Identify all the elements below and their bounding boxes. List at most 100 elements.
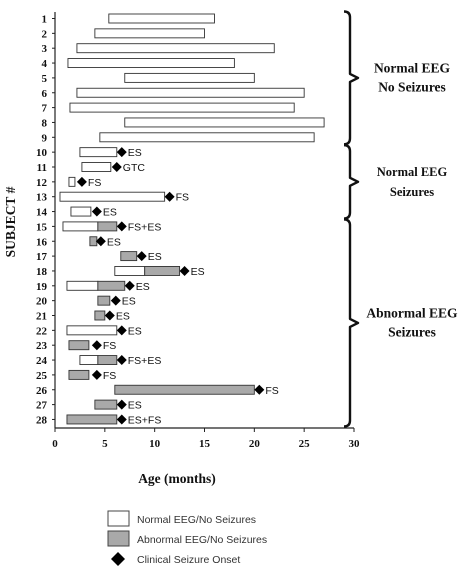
group-labels: Normal EEG No Seizures Normal EEG Seizures A… [366,60,458,339]
seizure-type-label: FS+ES [128,221,162,233]
abnormal-eeg-bar [97,221,118,232]
normal-eeg-bar [70,206,92,217]
y-tick-label: 19 [36,281,48,293]
y-tick-label: 17 [36,251,48,263]
y-tick-label: 7 [42,103,48,115]
seizure-onset-marker [91,340,102,351]
group-label-line: Seizures [388,324,436,339]
seizure-onset-marker [110,295,121,306]
normal-eeg-bar [81,162,112,172]
abnormal-eeg-bar [97,355,118,365]
y-tick-label: 21 [36,311,47,323]
abnormal-eeg-bar [114,384,255,395]
y-tick-label: 24 [36,355,48,367]
x-axis-title: Age (months) [138,471,216,486]
seizure-type-label: FS+ES [128,355,162,367]
seizure-onset-marker [95,236,106,247]
y-tick-label: 15 [36,221,48,233]
abnormal-eeg-bar [120,251,138,262]
y-tick-label: 11 [37,162,47,174]
seizure-onset-marker [116,147,127,158]
group-bracket [343,143,360,220]
y-tick-label: 26 [36,385,48,397]
y-tick-label: 23 [36,340,48,352]
x-tick-labels: 0 5 10 15 20 25 30 [52,428,360,450]
seizure-type-label: GTC [123,162,146,174]
abnormal-eeg-bar [94,399,118,410]
normal-eeg-bar [124,72,255,83]
x-tick-label: 0 [52,438,58,450]
seizure-onset-marker [116,414,127,425]
y-tick-label: 10 [36,147,48,159]
seizure-type-label: ES [128,400,142,412]
seizure-type-label: ES [107,236,121,248]
group-label-line: Normal EEG [377,165,448,179]
y-tick-label: 8 [42,117,48,129]
normal-eeg-bar [66,280,99,291]
seizure-type-label: FS [103,340,116,352]
normal-eeg-bar [59,191,166,202]
seizure-type-label: ES+FS [128,414,162,426]
y-tick-label: 6 [42,88,48,100]
y-tick-label: 28 [36,414,48,426]
normal-eeg-bar [68,176,76,187]
legend-label: Normal EEG/No Seizures [137,514,256,526]
group-label-line: Abnormal EEG [366,305,458,320]
seizure-onset-marker [116,325,127,336]
normal-eeg-bar [76,43,275,54]
seizure-onset-marker [116,399,127,410]
normal-eeg-bar [79,147,118,158]
y-tick-label: 4 [42,58,48,70]
seizure-type-label: ES [122,296,136,308]
y-tick-labels: 1234567891011121314151617181920212223242… [36,14,55,426]
y-tick-label: 3 [42,43,48,55]
y-tick-label: 9 [42,132,48,144]
normal-eeg-bar [67,58,235,68]
abnormal-eeg-bar [68,369,90,380]
seizure-onset-marker [116,355,127,366]
seizure-type-label: FS [88,177,101,189]
y-tick-label: 1 [42,14,48,26]
group-brackets [343,10,360,428]
seizure-type-label: FS [176,192,189,204]
seizure-type-label: ES [148,251,162,263]
seizure-onset-marker [111,162,122,172]
y-tick-label: 13 [36,192,48,204]
normal-eeg-bar [79,355,99,365]
seizure-type-label: ES [128,147,142,159]
normal-eeg-bar [99,132,315,143]
seizure-type-label: ES [103,207,117,219]
y-tick-label: 20 [36,296,48,308]
y-tick-label: 5 [42,73,48,85]
seizure-type-label: FS [265,385,278,397]
seizure-type-label: ES [128,325,142,337]
seizure-onset-marker [91,369,102,380]
legend-label: Clinical Seizure Onset [137,554,240,566]
group-bracket [343,10,360,146]
x-tick-label: 20 [249,438,261,450]
group-label-line: Seizures [390,185,434,199]
normal-eeg-bar [94,28,205,39]
y-tick-label: 27 [36,400,48,412]
x-tick-label: 10 [149,438,161,450]
normal-eeg-bar [108,13,215,24]
y-tick-label: 14 [36,207,48,219]
normal-eeg-bar [76,87,305,98]
abnormal-eeg-bar [94,310,106,321]
normal-eeg-bar [124,117,325,128]
x-tick-label: 30 [349,438,361,450]
bars-layer [59,13,325,425]
legend-abnormal-swatch [107,530,130,547]
y-tick-label: 25 [36,370,48,382]
y-tick-label: 22 [36,325,48,337]
abnormal-eeg-bar [97,280,126,291]
group-label-line: Normal EEG [374,60,451,75]
seizure-type-label: ES [116,311,130,323]
x-tick-label: 15 [199,438,211,450]
legend-onset-swatch [111,552,125,566]
group-label-line: No Seizures [378,79,446,94]
y-tick-label: 2 [42,28,48,40]
y-axis-title: SUBJECT # [3,186,18,257]
seizure-onset-marker [91,206,102,217]
